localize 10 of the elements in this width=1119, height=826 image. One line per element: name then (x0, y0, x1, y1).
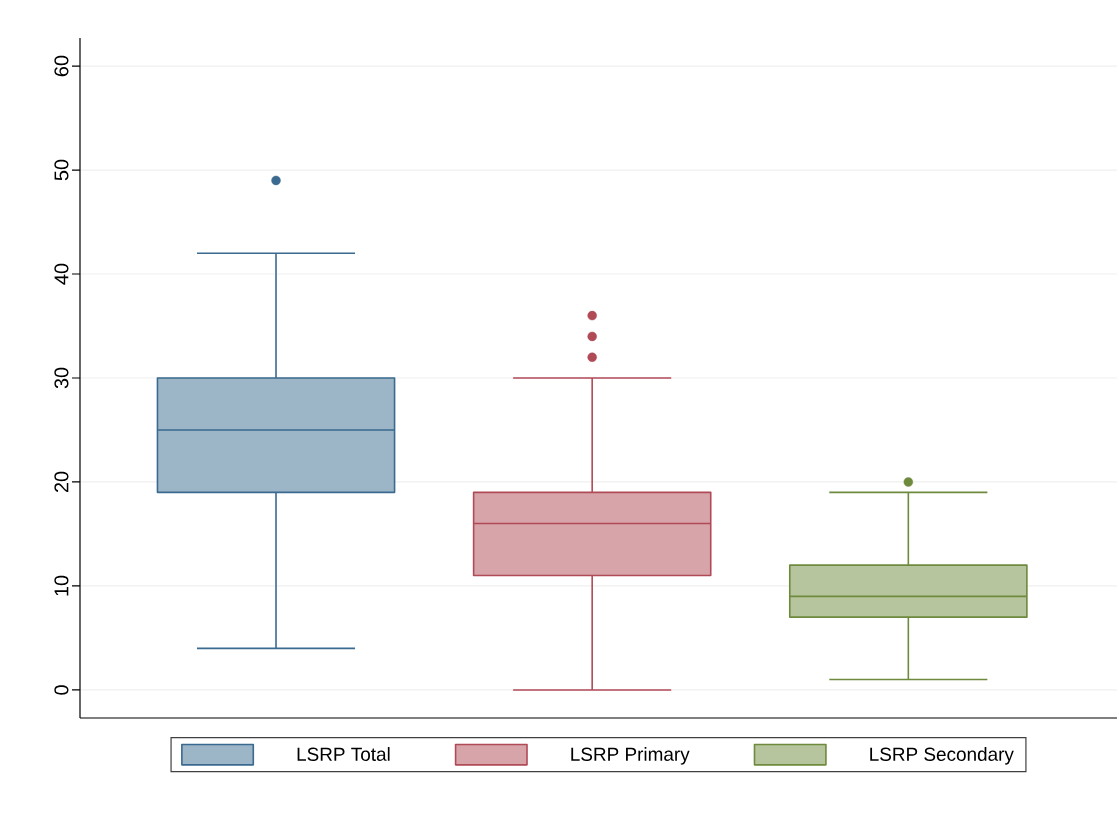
y-tick-label: 30 (54, 367, 69, 389)
y-tick-label: 40 (54, 263, 69, 285)
y-tick-label: 0 (54, 685, 69, 695)
legend-label: LSRP Primary (571, 747, 690, 765)
y-tick-label: 60 (54, 55, 69, 77)
y-tick-label: 20 (54, 471, 69, 493)
legend-label: LSRP Total (297, 747, 390, 761)
y-tick-label: 10 (54, 575, 69, 596)
y-tick-label: 50 (54, 159, 69, 181)
legend-label: LSRP Secondary (870, 747, 1014, 765)
